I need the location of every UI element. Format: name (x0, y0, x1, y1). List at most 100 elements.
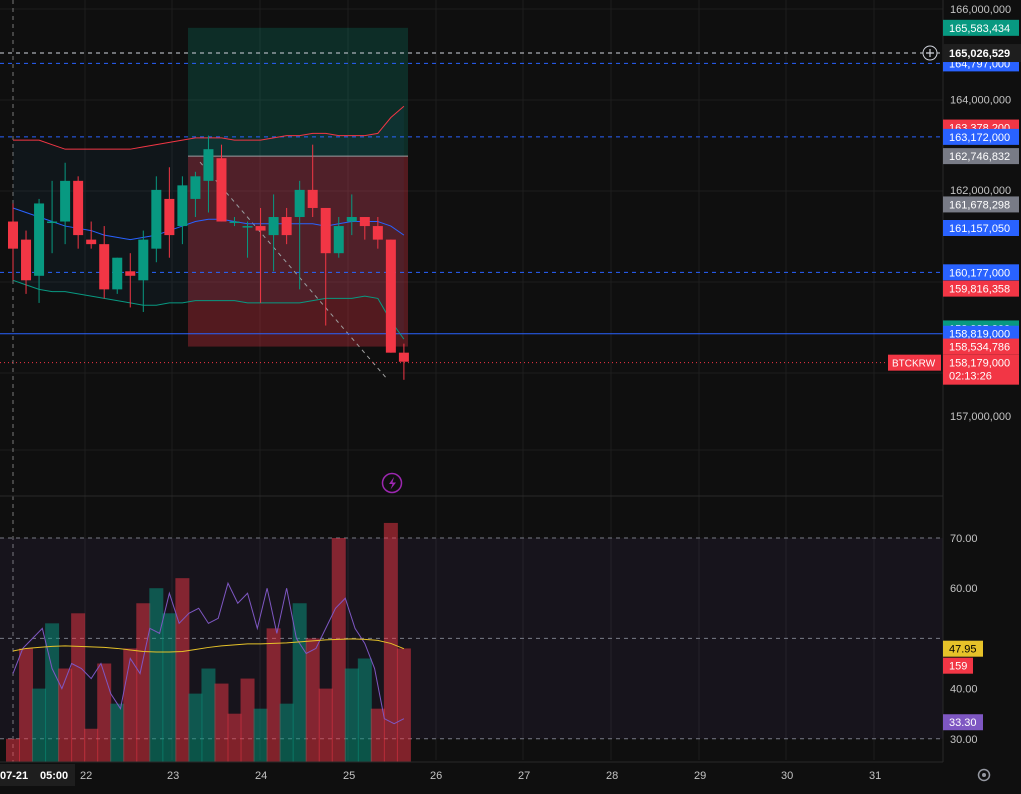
candle[interactable] (151, 176, 162, 263)
short-position-tool[interactable] (188, 27, 408, 381)
volume-bar[interactable] (383, 522, 398, 762)
price-tag[interactable]: 163,172,000 (943, 128, 1019, 145)
candle[interactable] (307, 144, 318, 218)
candle[interactable] (99, 226, 110, 299)
volume-bar[interactable] (331, 538, 346, 762)
candle[interactable] (203, 135, 214, 213)
volume-bar[interactable] (253, 708, 268, 762)
volume-bar[interactable] (279, 703, 294, 762)
rsi-value-tag[interactable]: 33.30 (943, 714, 983, 731)
price-tag[interactable]: 158,819,000 (943, 325, 1019, 342)
candle[interactable] (281, 207, 292, 245)
volume-bar[interactable] (240, 678, 255, 762)
volume-bar[interactable] (201, 668, 216, 762)
candle[interactable] (164, 167, 175, 258)
candle[interactable] (333, 217, 344, 258)
candle[interactable] (8, 203, 18, 281)
volume-bar[interactable] (188, 693, 203, 762)
volume-bar[interactable] (227, 713, 242, 762)
alert-icon[interactable] (381, 472, 403, 494)
rsi-pane[interactable] (0, 522, 943, 763)
tag-text: 160,177,000 (949, 267, 1010, 279)
candle[interactable] (112, 257, 123, 294)
price-tag[interactable]: 161,678,298 (943, 196, 1019, 213)
candle[interactable] (229, 217, 240, 227)
price-axis[interactable]: 166,000,000 164,000,000 162,000,000 157,000… (888, 0, 1021, 789)
volume-bar[interactable] (149, 588, 164, 762)
time-tick-label: 07-21 (0, 770, 28, 782)
symbol-label[interactable]: BTCKRW (888, 354, 941, 371)
candle-body (34, 203, 45, 276)
candle[interactable] (73, 176, 84, 249)
volume-bar[interactable] (344, 668, 359, 762)
candle[interactable] (60, 162, 71, 245)
volume-tag[interactable]: 159 (943, 657, 973, 674)
candle[interactable] (34, 198, 45, 303)
candle[interactable] (216, 144, 227, 222)
candlesticks[interactable] (8, 135, 409, 380)
candle[interactable] (21, 230, 32, 294)
volume-bar[interactable] (266, 628, 281, 762)
tag-text: 161,678,298 (949, 199, 1010, 211)
candle[interactable] (398, 343, 409, 380)
volume-bar[interactable] (175, 578, 190, 762)
crosshair-time-label[interactable] (0, 764, 75, 786)
price-tag[interactable]: 162,746,832 (943, 148, 1019, 165)
rsi-tick-label: 60.00 (950, 583, 978, 595)
candle[interactable] (255, 207, 266, 303)
time-axis[interactable]: 07-21 05:00 22 23 24 25 26 27 28 29 30 31 (0, 761, 943, 786)
horizontal-lines[interactable] (0, 52, 943, 364)
candle[interactable] (242, 221, 253, 258)
volume-bar[interactable] (162, 613, 177, 762)
volume-bar[interactable] (318, 688, 333, 762)
candle[interactable] (294, 180, 305, 290)
crosshair-price-label[interactable]: 165,026,529 (943, 44, 1021, 63)
candle[interactable] (47, 180, 58, 254)
volume-bar[interactable] (19, 648, 34, 762)
candle[interactable] (268, 194, 279, 272)
volume-bar[interactable] (97, 663, 112, 763)
candle[interactable] (125, 253, 136, 308)
price-tag[interactable]: 165,583,434 (943, 19, 1019, 36)
candle[interactable] (385, 239, 396, 353)
volume-bar[interactable] (305, 638, 320, 762)
last-price-text: 158,179,000 (949, 358, 1010, 370)
tag-text: 163,172,000 (949, 132, 1010, 144)
volume-bar[interactable] (32, 688, 47, 762)
price-tag[interactable]: 161,157,050 (943, 219, 1019, 236)
candle[interactable] (177, 176, 188, 245)
candle[interactable] (346, 194, 357, 236)
candle[interactable] (320, 207, 331, 326)
volume-bar[interactable] (214, 683, 229, 762)
candle[interactable] (372, 217, 383, 249)
candle[interactable] (138, 230, 149, 312)
candle[interactable] (359, 217, 370, 240)
volume-bar[interactable] (71, 613, 86, 762)
volume-bar[interactable] (84, 728, 99, 762)
price-tick-label: 164,000,000 (950, 94, 1011, 106)
volume-bar[interactable] (6, 738, 20, 762)
volume-bar[interactable] (292, 603, 307, 762)
tag-text: 47.95 (949, 644, 977, 656)
volume-bar[interactable] (396, 648, 411, 762)
tag-text: 158,819,000 (949, 329, 1010, 341)
bollinger-fill (13, 106, 404, 340)
candle[interactable] (190, 171, 201, 218)
volume-bar[interactable] (357, 658, 372, 762)
volume-bar[interactable] (136, 603, 151, 762)
candle[interactable] (86, 221, 97, 249)
rsi-ma-tag[interactable]: 47.95 (943, 640, 983, 657)
price-tag[interactable]: 160,177,000 (943, 264, 1019, 281)
volume-bar[interactable] (45, 623, 60, 762)
volume-bar[interactable] (58, 668, 73, 762)
settings-icon[interactable] (977, 768, 991, 782)
price-tag[interactable]: 158,534,786 (943, 338, 1019, 355)
add-alert-icon[interactable] (922, 45, 938, 61)
volume-bar[interactable] (370, 708, 385, 762)
volume-bar[interactable] (110, 703, 125, 762)
price-tag[interactable]: 159,816,358 (943, 280, 1019, 297)
tag-background (943, 354, 1019, 385)
